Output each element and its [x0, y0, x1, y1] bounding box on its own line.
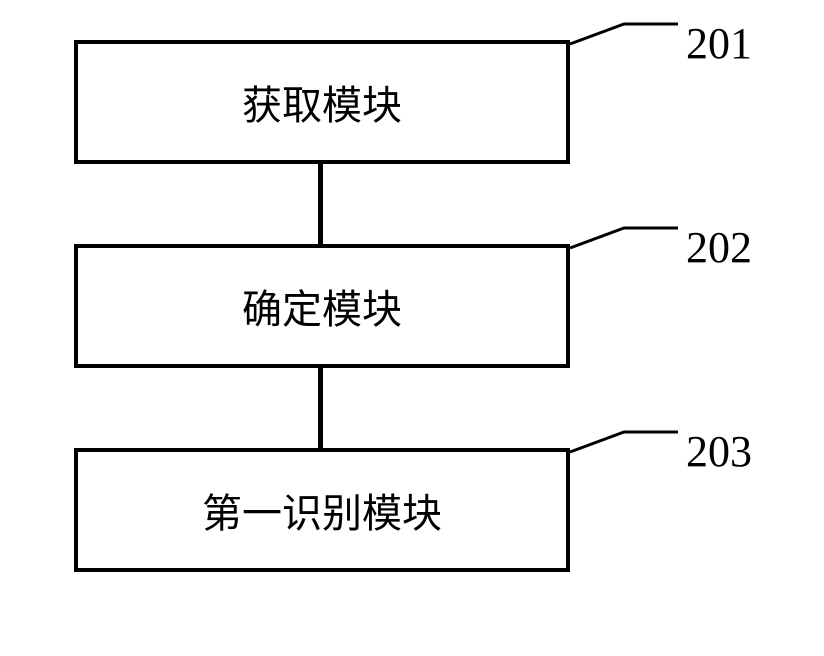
callout-202: 202 [686, 222, 752, 273]
box-acquire-module: 获取模块 [74, 40, 570, 164]
leader-202 [568, 226, 680, 250]
box-determine-module: 确定模块 [74, 244, 570, 368]
connector-1-2 [318, 164, 323, 244]
leader-201 [568, 22, 680, 46]
connector-2-3 [318, 368, 323, 448]
box-first-recognition-module: 第一识别模块 [74, 448, 570, 572]
leader-203 [568, 430, 680, 454]
diagram-canvas: 获取模块 确定模块 第一识别模块 201 202 203 [0, 0, 824, 656]
box-label: 第一识别模块 [202, 481, 442, 539]
box-label: 确定模块 [242, 277, 402, 335]
box-label: 获取模块 [242, 73, 402, 131]
callout-203: 203 [686, 426, 752, 477]
callout-201: 201 [686, 18, 752, 69]
